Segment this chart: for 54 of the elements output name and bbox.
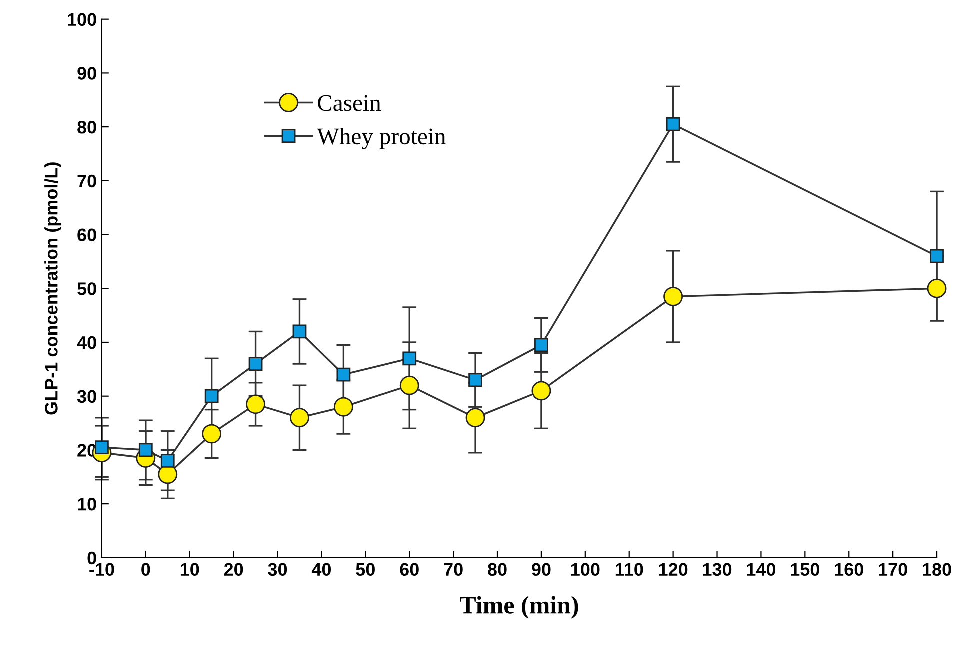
- y-tick-label: 60: [78, 228, 96, 242]
- x-tick-label: 170: [879, 563, 908, 576]
- y-tick-label: 40: [77, 336, 96, 350]
- point: [334, 397, 354, 417]
- point: [534, 338, 548, 352]
- point: [248, 357, 263, 371]
- y-tick-label: 10: [78, 498, 96, 511]
- x-tick-label: 120: [659, 563, 688, 576]
- x-tick-label: -10: [90, 563, 114, 576]
- x-tick-label: 50: [356, 563, 375, 576]
- point: [532, 381, 552, 401]
- point: [138, 443, 153, 458]
- x-tick-label: 70: [444, 563, 463, 576]
- legend-label: Casein: [318, 95, 382, 112]
- x-tick-label: 0: [142, 563, 150, 576]
- y-tick-label: 90: [78, 67, 96, 80]
- y-tick-label: 50: [78, 282, 96, 296]
- x-tick-label: 110: [616, 563, 644, 576]
- point: [400, 376, 420, 396]
- x-tick-label: 90: [532, 563, 551, 576]
- x-tick-label: 140: [747, 563, 776, 576]
- point: [666, 117, 680, 132]
- x-tick-label: 20: [224, 563, 244, 576]
- x-axis-title: Time (min): [460, 596, 578, 619]
- point: [204, 389, 219, 404]
- point: [292, 324, 307, 339]
- x-tick-label: 150: [791, 563, 820, 576]
- y-tick-label: 30: [77, 390, 96, 404]
- y-tick-label: 100: [68, 13, 96, 26]
- y-axis-title: GLP-1 concentration (pmol/L): [44, 162, 62, 415]
- x-tick-label: 80: [488, 563, 507, 576]
- x-tick-label: 60: [400, 563, 419, 576]
- point: [664, 286, 684, 306]
- x-tick-label: 130: [703, 563, 732, 576]
- point: [402, 352, 417, 366]
- y-tick-label: 70: [78, 174, 96, 188]
- x-tick-label: 40: [312, 563, 332, 576]
- point: [246, 394, 266, 414]
- point: [336, 368, 351, 382]
- point: [160, 454, 175, 468]
- point: [466, 408, 486, 428]
- point: [927, 278, 947, 298]
- x-tick-label: 10: [180, 563, 200, 576]
- point: [290, 408, 310, 428]
- y-tick-label: 0: [88, 552, 96, 565]
- x-tick-label: 100: [571, 563, 600, 576]
- point: [930, 249, 944, 264]
- x-tick-label: 30: [268, 563, 288, 576]
- point: [468, 373, 482, 388]
- legend-label: Whey protein: [317, 128, 446, 150]
- y-tick-label: 80: [78, 121, 96, 134]
- x-tick-label: 180: [923, 563, 952, 576]
- x-tick-label: 160: [835, 563, 864, 576]
- point: [202, 424, 222, 444]
